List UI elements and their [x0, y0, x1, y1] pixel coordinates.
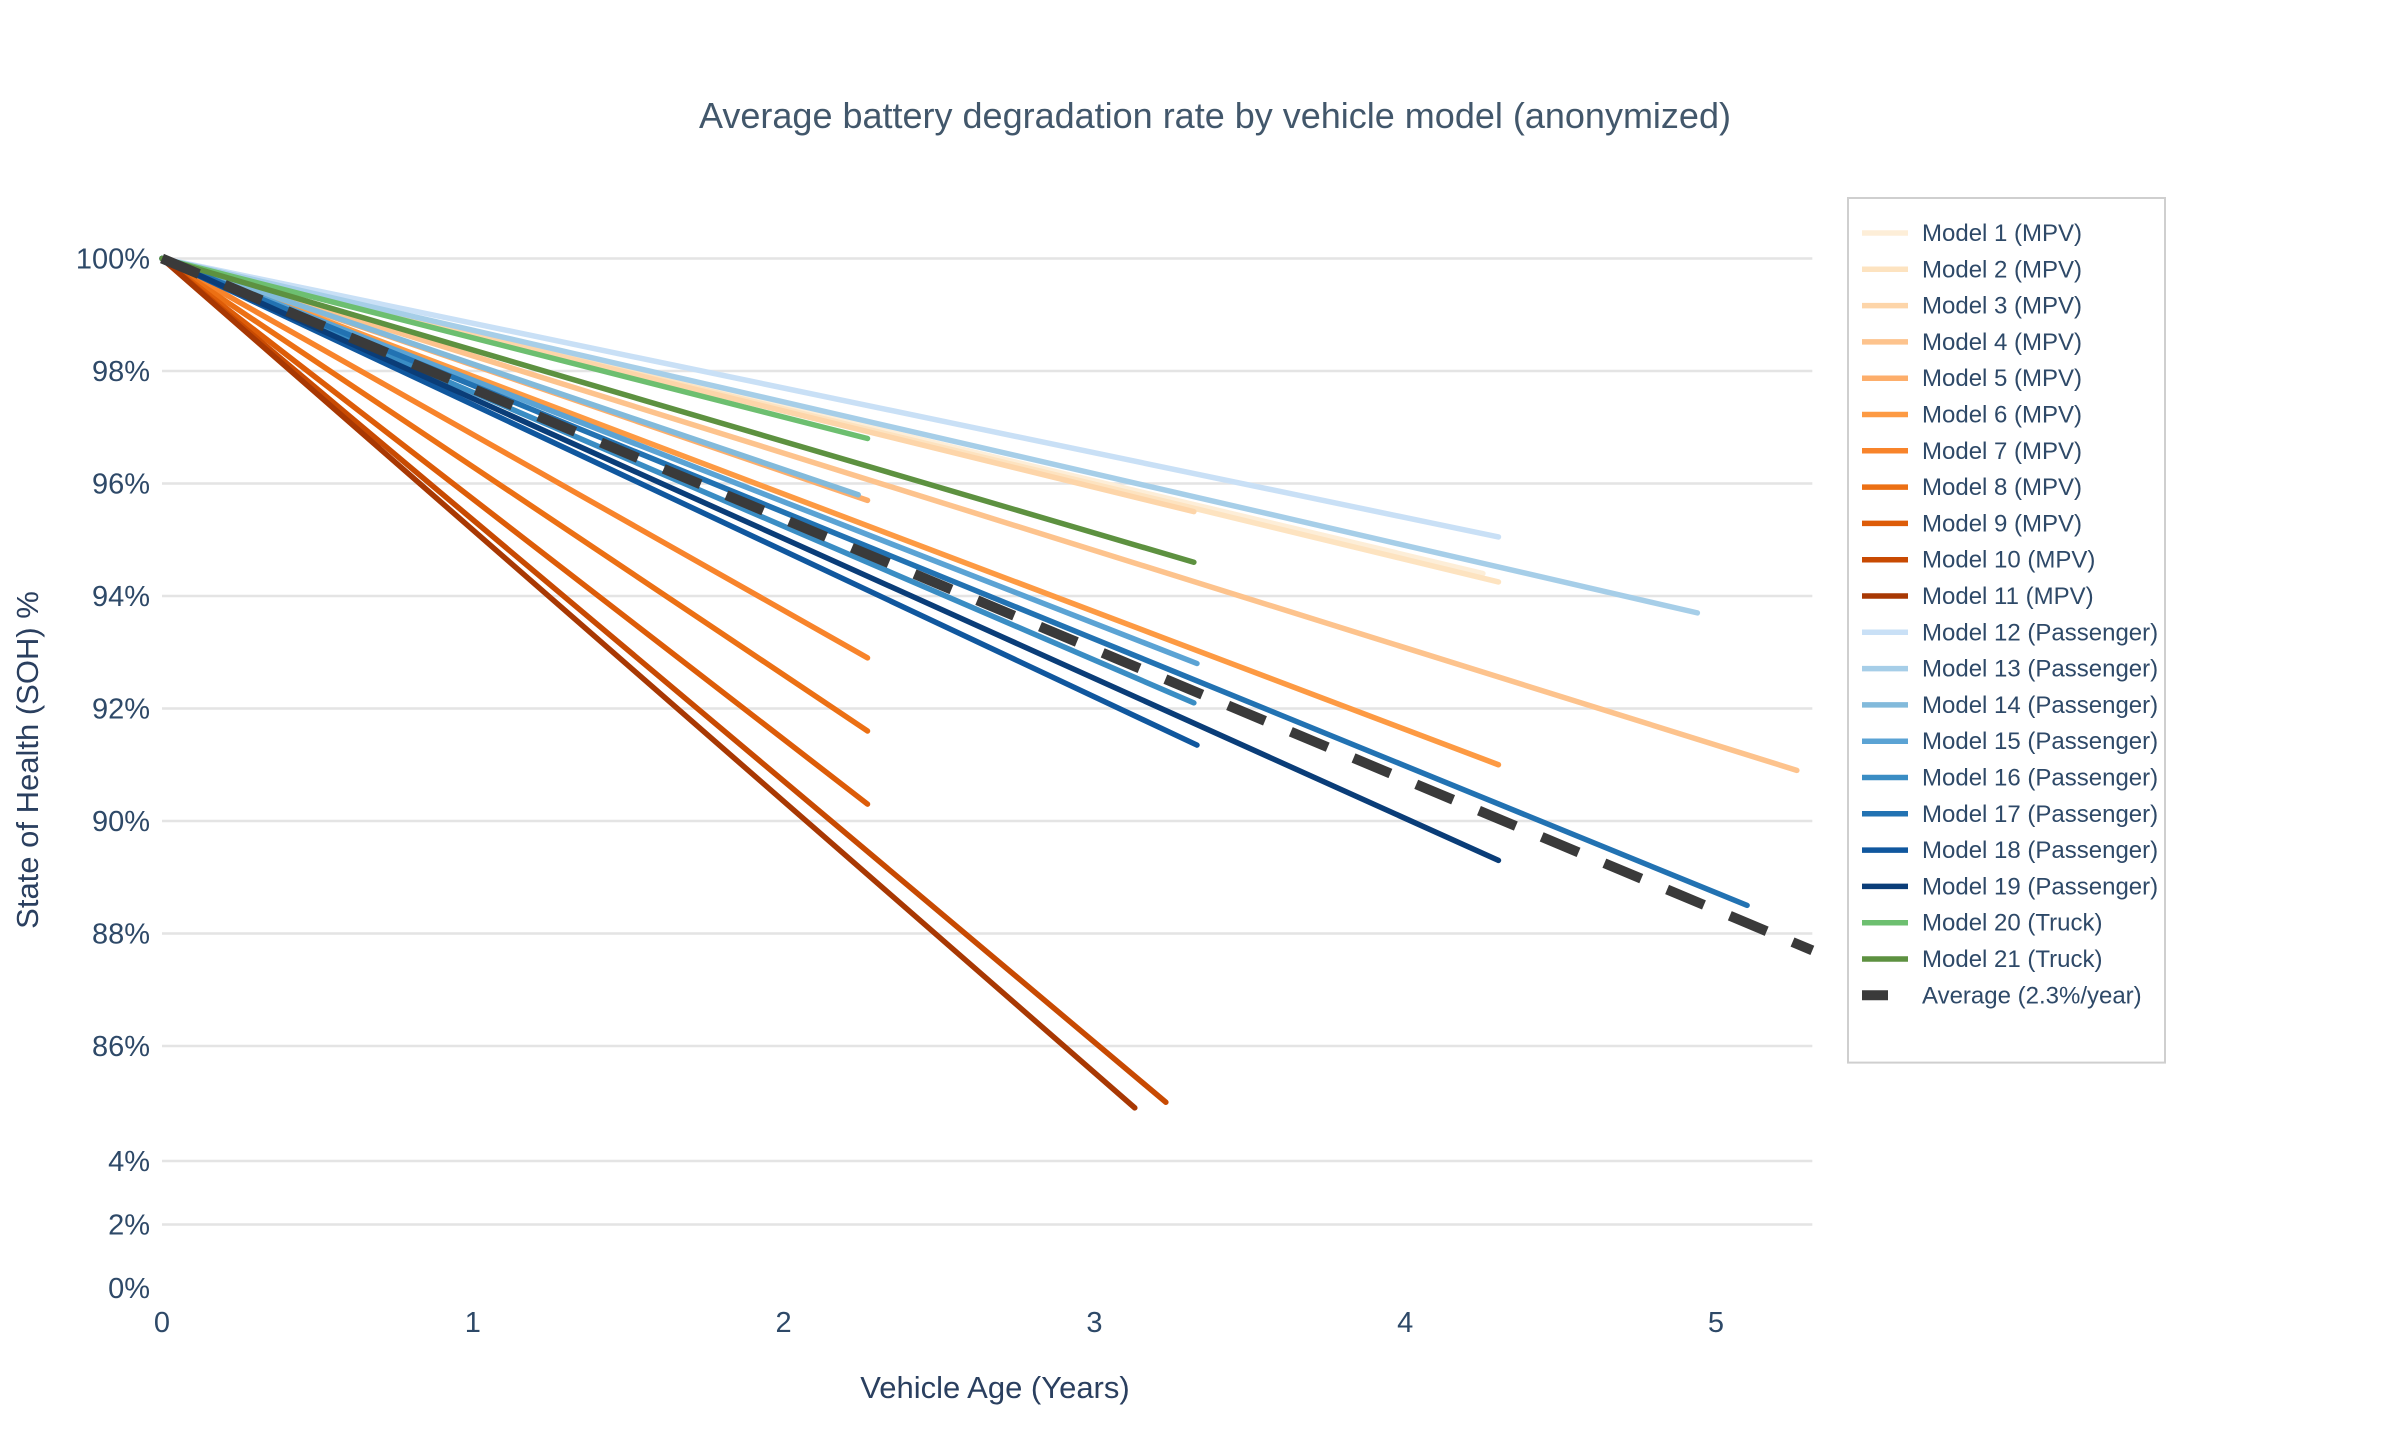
legend-item-5[interactable]: Model 5 (MPV) — [1862, 365, 2082, 392]
x-tick-2: 2 — [776, 1307, 792, 1339]
legend-item-label: Model 13 (Passenger) — [1922, 656, 2158, 683]
legend-item-label: Model 7 (MPV) — [1922, 438, 2082, 465]
y-tick-100: 100% — [76, 244, 150, 276]
legend-item-12[interactable]: Model 12 (Passenger) — [1862, 619, 2158, 646]
legend-item-1[interactable]: Model 1 (MPV) — [1862, 220, 2082, 247]
legend-item-21[interactable]: Model 21 (Truck) — [1862, 946, 2103, 973]
y-gridlines — [162, 257, 1813, 1226]
legend-item-label: Model 20 (Truck) — [1922, 910, 2103, 937]
legend-item-18[interactable]: Model 18 (Passenger) — [1862, 837, 2158, 864]
y-axis-tick-labels: 100% 98% 96% 94% 92% 90% 88% 86% 4% 2% 0% — [76, 244, 150, 1306]
legend-item-label: Model 2 (MPV) — [1922, 256, 2082, 283]
series-line-11[interactable]: Model 11 (MPV) — [159, 255, 1138, 1111]
legend-item-6[interactable]: Model 6 (MPV) — [1862, 402, 2082, 429]
legend-item-22[interactable]: Average (2.3%/year) — [1862, 982, 2142, 1009]
legend-item-17[interactable]: Model 17 (Passenger) — [1862, 801, 2158, 828]
series-line-10[interactable]: Model 10 (MPV) — [159, 255, 1169, 1105]
y-tick-2: 2% — [108, 1210, 150, 1242]
series-line-21[interactable]: Model 21 (Truck) — [159, 255, 1197, 565]
x-tick-5: 5 — [1708, 1307, 1724, 1339]
legend-item-10[interactable]: Model 10 (MPV) — [1862, 547, 2095, 574]
legend-item-9[interactable]: Model 9 (MPV) — [1862, 510, 2082, 537]
series-line-9[interactable]: Model 9 (MPV) — [159, 255, 871, 807]
y-tick-0: 0% — [108, 1273, 150, 1305]
legend-item-label: Model 6 (MPV) — [1922, 402, 2082, 429]
x-tick-4: 4 — [1397, 1307, 1413, 1339]
legend-item-2[interactable]: Model 2 (MPV) — [1862, 256, 2082, 283]
legend-item-label: Model 14 (Passenger) — [1922, 692, 2158, 719]
legend-item-label: Model 21 (Truck) — [1922, 946, 2103, 973]
y-axis-title: State of Health (SOH) % — [10, 591, 45, 929]
series-line-19[interactable]: Model 19 (Passenger) — [159, 255, 1502, 864]
legend-item-label: Model 19 (Passenger) — [1922, 873, 2158, 900]
y-tick-88: 88% — [92, 919, 150, 951]
legend-item-3[interactable]: Model 3 (MPV) — [1862, 293, 2082, 320]
legend-item-label: Model 10 (MPV) — [1922, 547, 2095, 574]
y-tick-94: 94% — [92, 581, 150, 613]
x-axis-title: Vehicle Age (Years) — [860, 1370, 1129, 1405]
legend-item-14[interactable]: Model 14 (Passenger) — [1862, 692, 2158, 719]
series-line-16[interactable]: Model 16 (Passenger) — [159, 255, 1197, 706]
legend-item-label: Model 9 (MPV) — [1922, 510, 2082, 537]
legend-item-8[interactable]: Model 8 (MPV) — [1862, 474, 2082, 501]
series-line-12[interactable]: Model 12 (Passenger) — [159, 255, 1502, 540]
series-line-14[interactable]: Model 14 (Passenger) — [159, 255, 861, 498]
legend-item-label: Model 16 (Passenger) — [1922, 765, 2158, 792]
legend-item-label: Model 18 (Passenger) — [1922, 837, 2158, 864]
series-line-18[interactable]: Model 18 (Passenger) — [159, 255, 1200, 748]
series-lines: Model 1 (MPV)Model 2 (MPV)Model 3 (MPV)M… — [159, 253, 1815, 1111]
legend-item-label: Model 11 (MPV) — [1922, 583, 2094, 610]
series-line-7[interactable]: Model 7 (MPV) — [159, 255, 871, 661]
legend-item-label: Model 4 (MPV) — [1922, 329, 2082, 356]
series-line-8[interactable]: Model 8 (MPV) — [159, 255, 871, 734]
x-tick-0: 0 — [154, 1307, 170, 1339]
legend-item-label: Model 8 (MPV) — [1922, 474, 2082, 501]
legend: Model 1 (MPV) Model 2 (MPV) Model 3 (MPV) M… — [1847, 197, 2166, 1064]
legend-item-label: Average (2.3%/year) — [1922, 982, 2142, 1009]
legend-item-7[interactable]: Model 7 (MPV) — [1862, 438, 2082, 465]
y-tick-98: 98% — [92, 356, 150, 388]
series-line-13[interactable]: Model 13 (Passenger) — [159, 255, 1701, 616]
legend-item-label: Model 12 (Passenger) — [1922, 619, 2158, 646]
legend-item-label: Model 17 (Passenger) — [1922, 801, 2158, 828]
legend-item-20[interactable]: Model 20 (Truck) — [1862, 910, 2103, 937]
x-tick-3: 3 — [1086, 1307, 1102, 1339]
y-tick-86: 86% — [92, 1031, 150, 1063]
legend-item-16[interactable]: Model 16 (Passenger) — [1862, 765, 2158, 792]
legend-item-label: Model 15 (Passenger) — [1922, 728, 2158, 755]
legend-item-label: Model 3 (MPV) — [1922, 293, 2082, 320]
chart-title: Average battery degradation rate by vehi… — [699, 95, 1731, 136]
series-line-4[interactable]: Model 4 (MPV) — [159, 255, 1800, 774]
legend-item-label: Model 1 (MPV) — [1922, 220, 2082, 247]
y-tick-96: 96% — [92, 469, 150, 501]
y-tick-90: 90% — [92, 806, 150, 838]
y-tick-4: 4% — [108, 1146, 150, 1178]
y-tick-92: 92% — [92, 694, 150, 726]
legend-item-4[interactable]: Model 4 (MPV) — [1862, 329, 2082, 356]
legend-item-13[interactable]: Model 13 (Passenger) — [1862, 656, 2158, 683]
legend-item-label: Model 5 (MPV) — [1922, 365, 2082, 392]
legend-item-11[interactable]: Model 11 (MPV) — [1862, 583, 2094, 610]
series-line-22[interactable]: Average (2.3%/year) — [160, 253, 1815, 955]
legend-item-15[interactable]: Model 15 (Passenger) — [1862, 728, 2158, 755]
legend-item-19[interactable]: Model 19 (Passenger) — [1862, 873, 2158, 900]
x-tick-1: 1 — [465, 1307, 481, 1339]
series-line-20[interactable]: Model 20 (Truck) — [159, 255, 871, 442]
x-axis-tick-labels: 0 1 2 3 4 5 — [154, 1307, 1724, 1339]
